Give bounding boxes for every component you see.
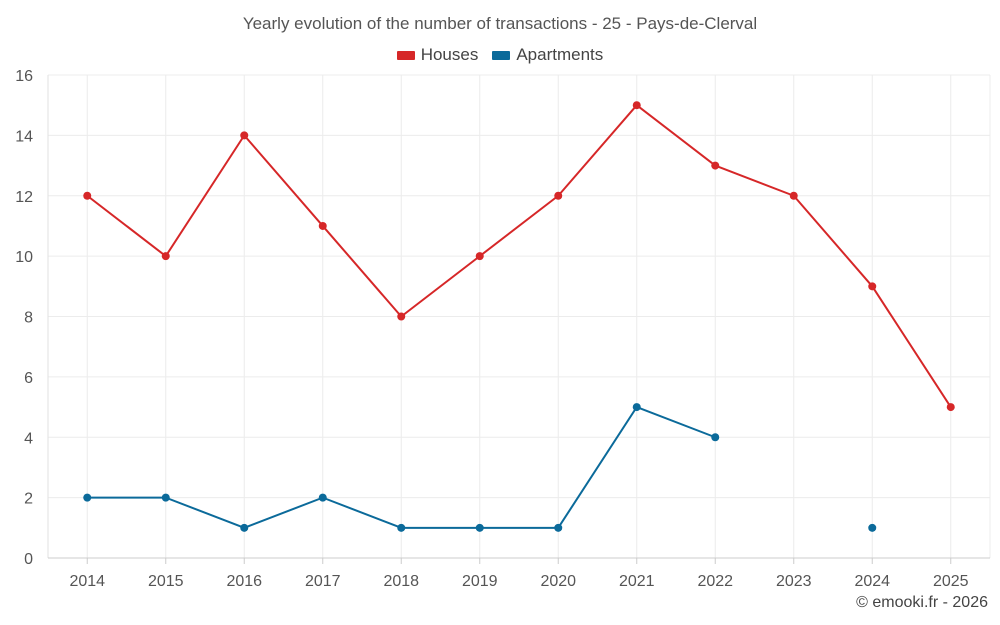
y-tick-label: 12 xyxy=(15,189,33,206)
x-tick-label: 2014 xyxy=(69,573,105,590)
y-tick-label: 10 xyxy=(15,249,33,266)
legend-label-houses: Houses xyxy=(420,45,479,64)
x-tick-label: 2016 xyxy=(226,573,262,590)
grid-layer xyxy=(47,74,991,558)
axis-layer: 0 2 4 6 8 10 12 14 16 2014 2015 2016 2017 2018 2019 202… xyxy=(15,68,990,590)
data-point-apartments xyxy=(475,523,484,532)
data-point-houses xyxy=(318,221,327,230)
y-tick-label: 6 xyxy=(24,370,33,387)
x-tick-label: 2019 xyxy=(462,573,498,590)
data-point-houses xyxy=(711,161,720,170)
legend-label-apartments: Apartments xyxy=(516,45,604,64)
x-tick-label: 2015 xyxy=(148,573,184,590)
data-point-houses xyxy=(397,312,406,321)
y-tick-label: 0 xyxy=(24,551,33,568)
data-point-apartments xyxy=(83,493,92,502)
data-point-houses xyxy=(83,191,92,200)
series-layer xyxy=(83,101,955,532)
y-tick-label: 2 xyxy=(24,491,33,508)
x-tick-label: 2023 xyxy=(776,573,812,590)
y-tick-label: 4 xyxy=(24,430,33,447)
data-point-houses xyxy=(868,282,877,291)
chart-title: Yearly evolution of the number of transa… xyxy=(242,14,758,33)
x-tick-label: 2021 xyxy=(619,573,655,590)
data-point-houses xyxy=(946,403,955,412)
x-tick-label: 2017 xyxy=(305,573,341,590)
series-line-houses xyxy=(86,104,952,408)
data-point-apartments xyxy=(632,403,641,412)
credit-text: © emooki.fr - 2026 xyxy=(856,594,988,611)
legend-swatch-apartments xyxy=(492,50,511,60)
data-point-houses xyxy=(789,191,798,200)
x-tick-label: 2022 xyxy=(697,573,733,590)
data-point-houses xyxy=(632,101,641,110)
data-point-houses xyxy=(240,131,249,140)
data-point-houses xyxy=(475,252,484,261)
x-tick-label: 2018 xyxy=(383,573,419,590)
legend-item-houses[interactable]: Houses xyxy=(396,45,479,65)
data-point-houses xyxy=(554,191,563,200)
x-tick-label: 2024 xyxy=(854,573,890,590)
y-tick-label: 14 xyxy=(15,128,33,145)
y-tick-label: 16 xyxy=(15,68,33,85)
data-point-apartments xyxy=(397,523,406,532)
data-point-apartments xyxy=(318,493,327,502)
x-tick-label: 2025 xyxy=(933,573,969,590)
legend-swatch-houses xyxy=(396,50,415,60)
x-tick-label: 2020 xyxy=(540,573,576,590)
data-point-apartments xyxy=(240,523,249,532)
data-point-houses xyxy=(161,252,170,261)
data-point-apartments xyxy=(554,523,563,532)
legend-item-apartments[interactable]: Apartments xyxy=(492,45,603,65)
chart-legend: Houses Apartments xyxy=(0,45,1000,65)
data-point-apartments xyxy=(161,493,170,502)
data-point-apartments xyxy=(868,523,877,532)
y-tick-label: 8 xyxy=(24,310,33,327)
data-point-apartments xyxy=(711,433,720,442)
